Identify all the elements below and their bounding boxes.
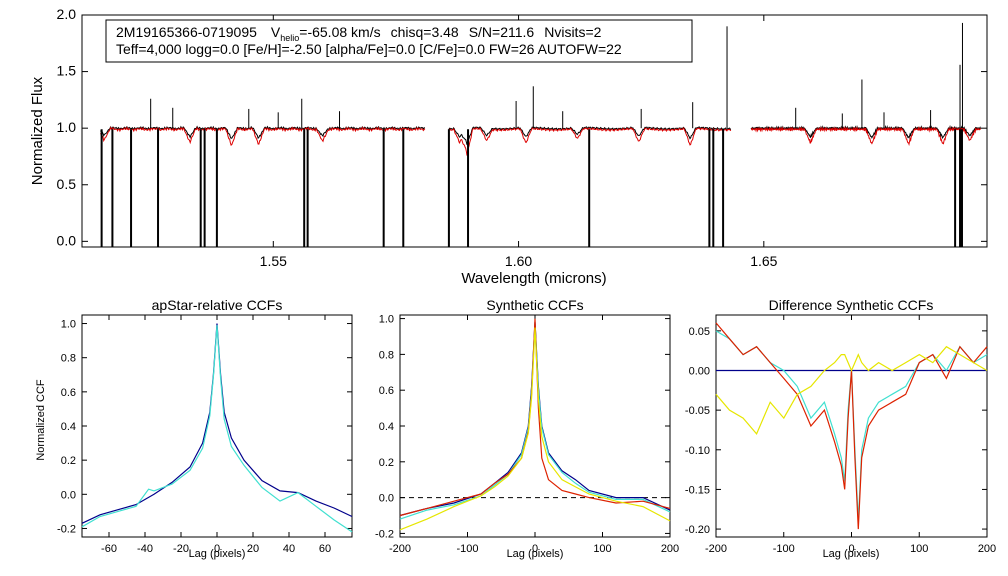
model-spectrum-line <box>448 127 732 156</box>
ccf-line-template <box>399 327 671 531</box>
ccf-line-visit-1 <box>399 322 671 517</box>
info-line-2: Teff=4,000 logg=0.0 [Fe/H]=-2.50 [alpha/… <box>116 41 622 57</box>
synthetic-ccf-x-ticks: -200 -100 0 100 200 <box>389 315 679 555</box>
apstar-ccf-x-ticks: -60 -40 -20 0 20 40 60 <box>101 315 331 555</box>
difference-ccf-axes-frame <box>715 314 988 538</box>
ccf-line-visit-2 <box>715 330 988 522</box>
difference-ccf-panel: -200 -100 0 100 200 -0.20 -0.15 -0.10 -0.05 0.00… <box>685 297 996 560</box>
nvisits-value: Nvisits=2 <box>544 24 601 40</box>
y-tick-label: -0.2 <box>375 528 394 540</box>
x-tick-label: 100 <box>593 543 611 555</box>
synthetic-ccf-title: Synthetic CCFs <box>486 297 583 313</box>
apstar-ccf-title: apStar-relative CCFs <box>152 297 283 313</box>
ccf-line-visit-2 <box>399 323 671 520</box>
y-tick-label: 0.00 <box>689 366 710 378</box>
model-spectrum-line <box>750 126 982 147</box>
x-tick-label: -60 <box>101 543 117 555</box>
y-tick-label: 0.4 <box>61 421 76 433</box>
x-tick-label: -100 <box>456 543 478 555</box>
y-tick-label: 1.0 <box>61 319 76 331</box>
y-tick-label: 0.4 <box>379 421 394 433</box>
x-tick-label: 20 <box>247 543 259 555</box>
vhelio-label: V <box>271 24 281 40</box>
vhelio-value: =-65.08 km/s <box>299 24 380 40</box>
sn-value: S/N=211.6 <box>469 24 535 40</box>
model-spectrum-line <box>100 126 426 146</box>
x-tick-label: 1.65 <box>750 253 777 269</box>
y-tick-label: 1.5 <box>57 63 77 79</box>
y-tick-label: 0.0 <box>61 489 76 501</box>
x-tick-label: -200 <box>705 543 727 555</box>
spectrum-lines <box>100 22 982 247</box>
y-tick-label: 0.2 <box>379 457 394 469</box>
y-tick-label: 2.0 <box>57 6 77 22</box>
ccf-line-template <box>715 345 988 436</box>
x-tick-label: -20 <box>173 543 189 555</box>
synthetic-ccf-y-ticks: -0.2 0.0 0.2 0.4 0.6 0.8 1.0 <box>375 314 670 540</box>
apstar-ccf-panel: -60 -40 -20 0 20 40 60 -0.20.00.20.40.60.81.0 … <box>35 297 353 560</box>
chisq-value: chisq=3.48 <box>391 24 459 40</box>
x-tick-label: 60 <box>319 543 331 555</box>
difference-ccf-x-label: Lag (pixels) <box>823 548 880 560</box>
ccf-line-visit-1 <box>81 323 353 524</box>
synthetic-ccf-lines <box>399 318 671 531</box>
y-tick-label: 0.8 <box>61 353 76 365</box>
difference-ccf-x-ticks: -200 -100 0 100 200 <box>705 315 996 555</box>
info-line-1: 2M19165366-0719095 Vhelio=-65.08 km/s chis… <box>116 24 602 43</box>
y-tick-label: -0.2 <box>57 523 76 535</box>
y-tick-label: 1.0 <box>379 314 394 326</box>
vhelio-subscript: helio <box>280 33 299 43</box>
x-tick-label: -200 <box>389 543 411 555</box>
x-tick-label: -100 <box>773 543 795 555</box>
y-tick-label: 0.6 <box>379 385 394 397</box>
difference-ccf-title: Difference Synthetic CCFs <box>769 297 934 313</box>
y-tick-label: 0.05 <box>689 326 710 338</box>
spectrum-x-label: Wavelength (microns) <box>461 270 606 287</box>
y-tick-label: 0.8 <box>379 349 394 361</box>
x-tick-label: 40 <box>283 543 295 555</box>
x-tick-label: 200 <box>661 543 679 555</box>
spectrum-axes-frame <box>81 14 988 248</box>
spectrum-x-ticks: 1.55 1.60 1.65 <box>260 15 778 269</box>
synthetic-ccf-panel: -200 -100 0 100 200 -0.2 0.0 0.2 0.4 0.6 0.8 1.0 S… <box>375 297 679 560</box>
x-tick-label: 0 <box>532 543 538 555</box>
y-tick-label: -0.05 <box>685 405 710 417</box>
apstar-ccf-axes-frame <box>81 314 353 538</box>
ccf-line-combined <box>399 318 671 517</box>
apstar-ccf-y-ticks: -0.2 0.0 0.2 0.4 0.6 0.8 1.0 <box>57 319 352 535</box>
info-box <box>105 19 693 63</box>
spectrum-y-ticks: 0.0 0.5 1.0 1.5 2.0 <box>57 6 987 248</box>
ccf-line-visit-2 <box>81 325 353 533</box>
spectrum-panel: 1.55 1.60 1.65 0.0 0.5 1.0 1.5 2.0 2M19165366-… <box>29 6 988 287</box>
y-tick-label: 0.0 <box>57 232 77 248</box>
y-tick-label: 1.0 <box>57 119 77 135</box>
apstar-ccf-x-label: Lag (pixels) <box>189 548 246 560</box>
x-tick-label: 0 <box>848 543 854 555</box>
y-tick-label: 0.0 <box>379 493 394 505</box>
y-tick-label: -0.15 <box>685 484 710 496</box>
y-tick-label: 0.2 <box>61 455 76 467</box>
difference-ccf-y-ticks: -0.20 -0.15 -0.10 -0.05 0.00 0.05 <box>685 326 987 536</box>
difference-ccf-lines <box>715 322 988 530</box>
x-tick-label: 100 <box>910 543 928 555</box>
x-tick-label: 1.60 <box>505 253 532 269</box>
star-id: 2M19165366-0719095 <box>116 24 257 40</box>
apstar-ccf-y-label: Normalized CCF <box>35 379 47 461</box>
observed-spectrum-line <box>100 125 425 140</box>
y-tick-label: 0.5 <box>57 176 77 192</box>
y-tick-label: 0.6 <box>61 387 76 399</box>
y-tick-label: -0.10 <box>685 445 710 457</box>
x-tick-label: 0 <box>214 543 220 555</box>
x-tick-label: 1.55 <box>260 253 287 269</box>
synthetic-ccf-x-label: Lag (pixels) <box>507 548 564 560</box>
apstar-ccf-lines <box>81 323 353 533</box>
ccf-line-combined <box>715 322 988 530</box>
x-tick-label: -40 <box>137 543 153 555</box>
y-tick-label: -0.20 <box>685 524 710 536</box>
x-tick-label: 200 <box>978 543 996 555</box>
spectrum-y-label: Normalized Flux <box>29 76 46 185</box>
